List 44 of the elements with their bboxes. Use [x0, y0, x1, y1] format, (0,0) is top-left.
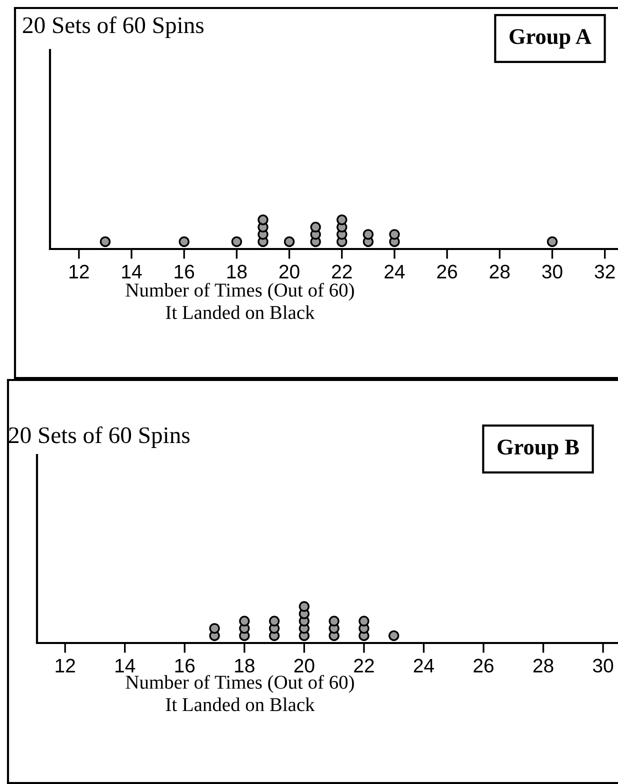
chart-title: 20 Sets of 60 Spins: [23, 16, 204, 38]
x-tick-label: 16: [175, 658, 195, 673]
point: [231, 236, 242, 248]
x-tick-label: 22: [354, 658, 374, 672]
x-tick-label: 24: [414, 658, 434, 672]
x-tick-label: 18: [227, 264, 247, 279]
point: [388, 630, 400, 642]
x-axis-title: Number of Times (Out of 60) It Landed on Black: [126, 674, 354, 712]
x-tick-label: 12: [70, 264, 89, 278]
x-tick-label: 26: [437, 264, 458, 279]
point: [310, 222, 321, 232]
point: [284, 236, 295, 248]
point: [298, 601, 310, 612]
x-tick-label: 14: [116, 658, 136, 672]
x-tick-label: 30: [592, 658, 614, 673]
x-axis-title: Number of Times (Out of 60) It Landed on Black: [126, 282, 354, 320]
x-tick-label: 16: [174, 264, 194, 279]
x-tick-label: 14: [122, 264, 142, 278]
point: [336, 214, 348, 226]
x-tick-label: 28: [533, 658, 554, 673]
chart-title: 20 Sets of 60 Spins: [9, 426, 190, 448]
x-tick-label: 20: [279, 264, 300, 279]
x-tick-label: 32: [594, 264, 615, 279]
point: [389, 229, 400, 240]
point: [258, 214, 268, 226]
x-tick-label: 26: [474, 658, 494, 673]
point: [546, 236, 558, 248]
point: [178, 236, 190, 248]
x-tick-label: 12: [56, 658, 75, 672]
x-tick-label: 30: [542, 264, 562, 279]
point: [358, 616, 370, 626]
point: [268, 616, 280, 626]
text: Group B: [498, 440, 579, 460]
x-tick-label: 20: [294, 658, 314, 673]
point: [209, 623, 220, 634]
x-tick-label: 24: [384, 264, 405, 278]
x-tick-label: 18: [235, 658, 254, 673]
point: [362, 229, 374, 240]
x-tick-label: 28: [490, 264, 510, 279]
x-tick-label: 22: [332, 264, 352, 278]
point: [100, 236, 111, 248]
point: [239, 616, 250, 626]
point: [328, 616, 340, 626]
text: Group A: [510, 29, 592, 49]
